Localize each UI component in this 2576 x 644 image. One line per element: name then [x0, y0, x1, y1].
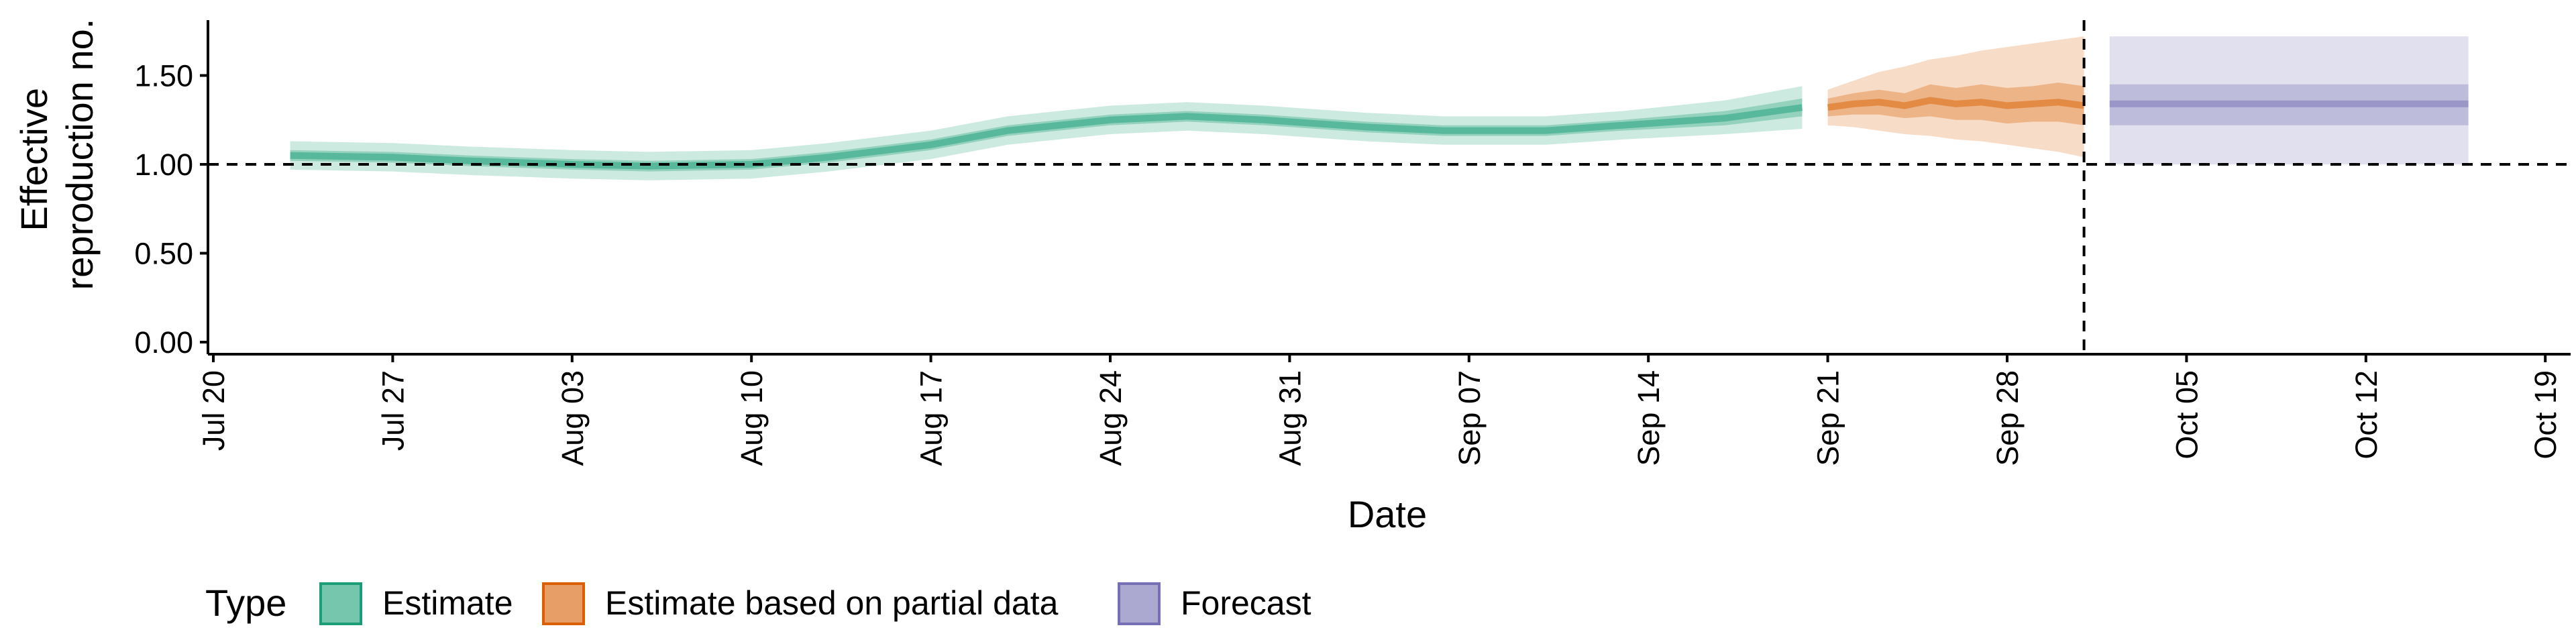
- x-tick-label: Oct 19: [2528, 370, 2563, 460]
- x-tick-label: Sep 21: [1811, 370, 1845, 466]
- x-tick-label: Sep 28: [1990, 370, 2025, 466]
- x-tick-label: Oct 05: [2169, 370, 2204, 460]
- y-tick-label: 0.50: [134, 237, 193, 271]
- band-90-estimate: [290, 86, 1803, 180]
- x-tick-label: Sep 07: [1452, 370, 1487, 466]
- y-axis-title: Effective reproduction no.: [13, 19, 101, 290]
- legend-swatch: [319, 582, 362, 625]
- x-tick-label: Jul 27: [376, 370, 410, 451]
- y-axis-title-line-1: Effective: [13, 88, 55, 231]
- chart-bands: [290, 36, 2469, 180]
- legend-label: Forecast: [1181, 584, 1311, 622]
- y-tick-label: 0.00: [134, 325, 193, 360]
- x-tick-label: Sep 14: [1631, 370, 1666, 466]
- x-tick-label: Jul 20: [197, 370, 231, 451]
- x-axis-ticks: Jul 20 Jul 27 Aug 03 Aug 10 Aug 17 Aug 24 Aug …: [197, 354, 2563, 466]
- legend-title: Type: [205, 582, 286, 624]
- legend-swatch: [1118, 582, 1161, 625]
- x-tick-label: Aug 31: [1273, 370, 1307, 466]
- band-90-forecast: [2109, 36, 2469, 165]
- x-tick-label: Aug 24: [1093, 370, 1128, 466]
- x-axis-title: Date: [1348, 493, 1427, 535]
- x-tick-label: Aug 17: [914, 370, 949, 466]
- y-tick-label: 1.50: [134, 59, 193, 93]
- legend-swatch: [542, 582, 585, 625]
- x-tick-label: Aug 03: [555, 370, 590, 466]
- median-line-estimate-based-on-partial-data: [1827, 97, 2085, 111]
- legend-label: Estimate: [382, 584, 513, 622]
- y-tick-label: 1.00: [134, 148, 193, 182]
- y-axis-title-line-2: reproduction no.: [58, 19, 101, 290]
- x-tick-label: Aug 10: [735, 370, 769, 466]
- legend-label: Estimate based on partial data: [605, 584, 1059, 622]
- y-axis-ticks: 0.00 0.50 1.00 1.50: [134, 59, 208, 360]
- x-tick-label: Oct 12: [2349, 370, 2383, 460]
- legend: Type Estimate Estimate based on partial da…: [205, 582, 1311, 625]
- band-90-estimate-based-on-partial-data: [1827, 36, 2084, 158]
